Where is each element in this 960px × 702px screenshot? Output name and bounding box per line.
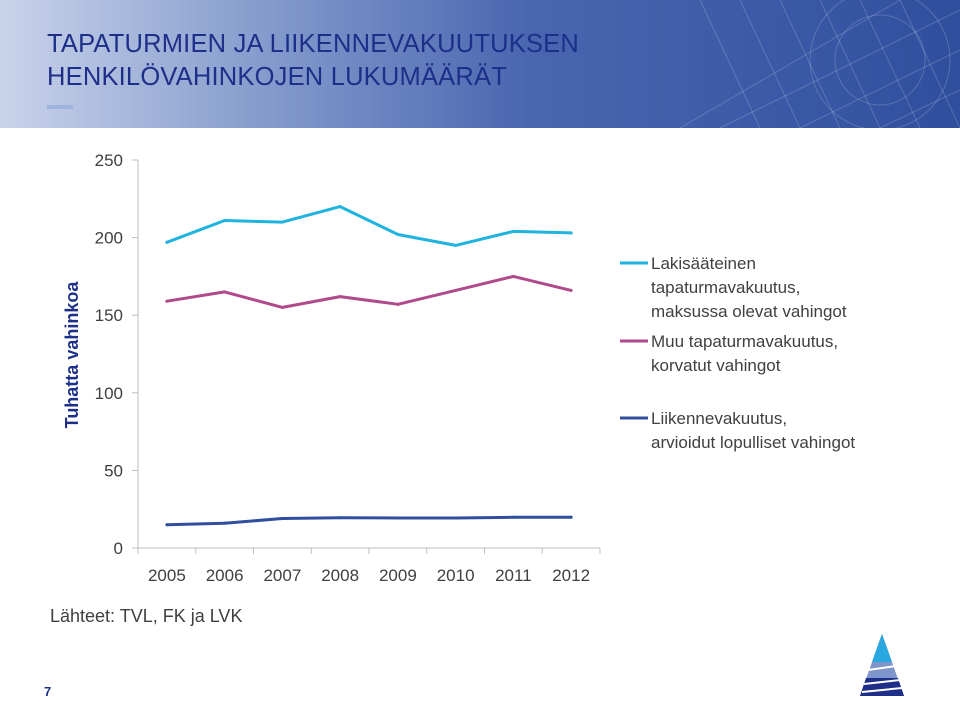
series-1-point <box>454 243 458 247</box>
x-tick-label: 2009 <box>379 566 417 585</box>
page-number: 7 <box>44 684 52 699</box>
y-tick-label: 0 <box>114 539 123 558</box>
x-tick-label: 2007 <box>263 566 301 585</box>
x-tick-label: 2008 <box>321 566 359 585</box>
series-2-point <box>280 305 284 309</box>
series-1-point <box>511 229 515 233</box>
series-3-point <box>396 516 400 520</box>
series-2-point <box>569 288 573 292</box>
series-3-point <box>280 517 284 521</box>
series-3-point <box>569 515 573 519</box>
series-2-point <box>454 288 458 292</box>
series-2-point <box>338 295 342 299</box>
series-2-point <box>165 299 169 303</box>
y-tick-label: 200 <box>95 229 123 248</box>
y-axis-title: Tuhatta vahinkoa <box>62 281 82 429</box>
legend-label-2: korvatut vahingot <box>651 356 781 375</box>
series-2-point <box>396 302 400 306</box>
series-1-point <box>338 205 342 209</box>
header-decoration <box>679 0 960 128</box>
y-tick-label: 250 <box>95 151 123 170</box>
series-2-point <box>511 274 515 278</box>
y-tick-label: 150 <box>95 306 123 325</box>
slide-title: TAPATURMIEN JA LIIKENNEVAKUUTUKSEN HENKI… <box>47 28 579 94</box>
line-chart: 0 50 100 150 200 250 2005 2006 2007 2008 2009 2010 2… <box>62 151 855 585</box>
y-tick-label: 50 <box>104 461 123 480</box>
series-3-point <box>165 523 169 527</box>
y-tick-label: 100 <box>95 384 123 403</box>
slide-header: TAPATURMIEN JA LIIKENNEVAKUUTUKSEN HENKI… <box>0 0 960 128</box>
x-tick-label: 2005 <box>148 566 186 585</box>
series-1-point <box>223 219 227 223</box>
stylized-blue-triangle-logo-icon <box>860 634 904 696</box>
slide-title-line2: HENKILÖVAHINKOJEN LUKUMÄÄRÄT <box>47 63 507 91</box>
x-tick-label: 2006 <box>206 566 244 585</box>
series-2-point <box>223 290 227 294</box>
series-1-point <box>569 231 573 235</box>
x-tick-label: 2012 <box>552 566 590 585</box>
series-3-point <box>338 516 342 520</box>
legend-label-1: tapaturmavakuutus, <box>651 278 800 297</box>
series-3-point <box>511 515 515 519</box>
series-1-point <box>280 220 284 224</box>
legend-label-1: maksussa olevat vahingot <box>651 302 847 321</box>
slide-title-line1: TAPATURMIEN JA LIIKENNEVAKUUTUKSEN <box>47 30 580 58</box>
legend-label-3: Liikennevakuutus, <box>651 409 787 428</box>
title-accent-bar <box>47 105 73 109</box>
series-line-2 <box>165 274 573 309</box>
series-3-point <box>454 516 458 520</box>
x-tick-label: 2011 <box>495 566 532 585</box>
legend-label-3: arvioidut lopulliset vahingot <box>651 433 855 452</box>
legend-label-2: Muu tapaturmavakuutus, <box>651 332 838 351</box>
series-1-point <box>165 240 169 244</box>
series-1-point <box>396 232 400 236</box>
legend-label-1: Lakisääteinen <box>651 254 756 273</box>
series-line-3 <box>165 515 573 527</box>
source-note: Lähteet: TVL, FK ja LVK <box>50 606 243 626</box>
series-line-1 <box>165 205 573 247</box>
series-3-point <box>223 521 227 525</box>
x-tick-label: 2010 <box>437 566 475 585</box>
